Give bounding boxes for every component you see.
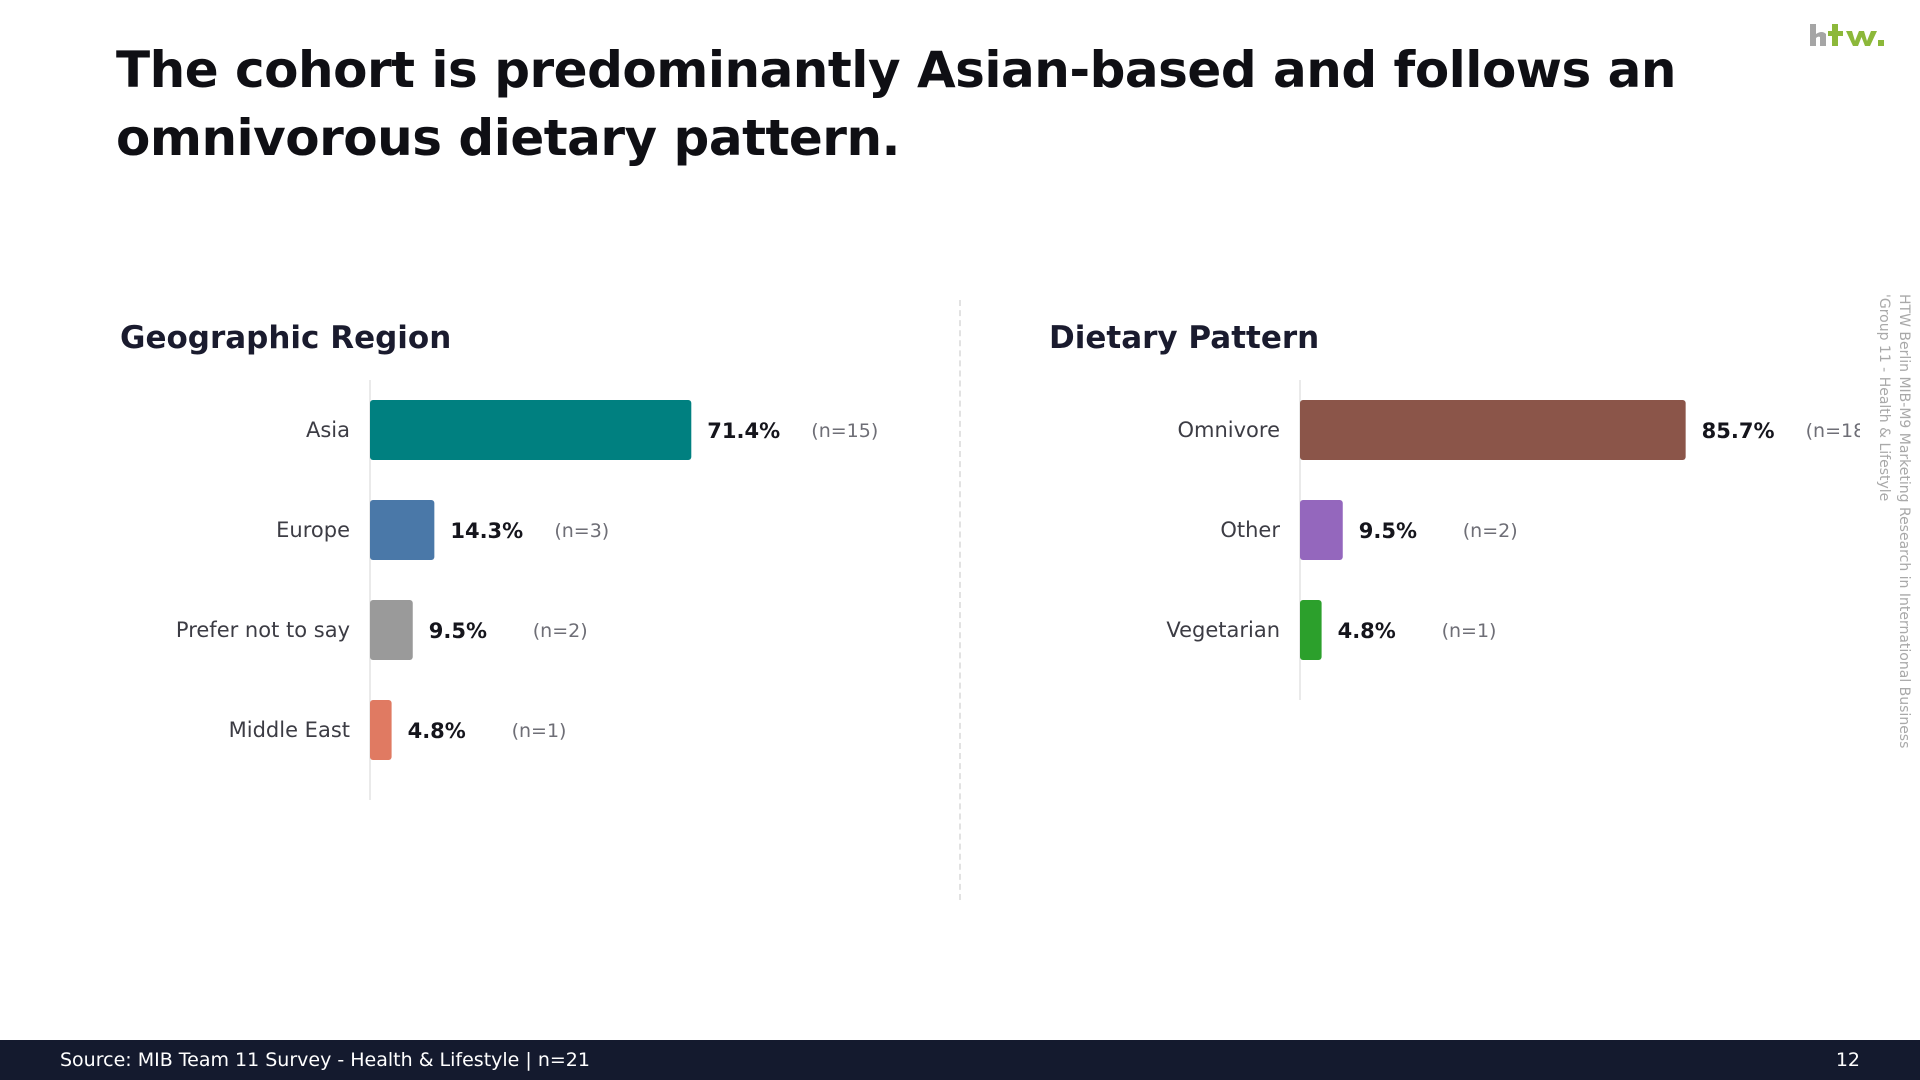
vertical-footnote: HTW Berlin MIB-M9 Marketing Research in …	[1874, 294, 1914, 814]
slide-title: The cohort is predominantly Asian-based …	[116, 41, 1677, 167]
chart-divider	[959, 300, 961, 900]
bar-prefer-not-to-say	[370, 600, 413, 660]
count-label-prefer-not-to-say: (n=2)	[533, 620, 588, 642]
footnote-line-group: 'Group 11 - Health & Lifestyle	[1876, 294, 1892, 502]
count-label-other: (n=2)	[1463, 520, 1518, 542]
geographic-region-chart: Asia 71.4% (n=15) Europe 14.3% (n=3) Prefer no…	[176, 380, 878, 800]
count-label-europe: (n=3)	[554, 520, 609, 542]
value-label-omnivore: 85.7%	[1702, 419, 1775, 443]
htw-logo-icon	[1810, 24, 1884, 46]
footer-bar: Source: MIB Team 11 Survey - Health & Li…	[0, 1040, 1920, 1080]
category-label-europe: Europe	[276, 518, 350, 542]
category-label-asia: Asia	[306, 418, 350, 442]
value-label-prefer-not-to-say: 9.5%	[429, 619, 487, 643]
value-label-other: 9.5%	[1359, 519, 1417, 543]
value-label-asia: 71.4%	[707, 419, 780, 443]
chart-title-dietary-pattern: Dietary Pattern	[1049, 320, 1320, 356]
bar-middle-east	[370, 700, 392, 760]
page-number: 12	[1835, 1049, 1860, 1071]
value-label-middle-east: 4.8%	[408, 719, 466, 743]
bar-other	[1300, 500, 1343, 560]
category-label-middle-east: Middle East	[229, 718, 350, 742]
count-label-asia: (n=15)	[811, 420, 878, 442]
category-label-vegetarian: Vegetarian	[1166, 618, 1280, 642]
category-label-omnivore: Omnivore	[1178, 418, 1281, 442]
value-label-vegetarian: 4.8%	[1338, 619, 1396, 643]
category-label-prefer-not-to-say: Prefer not to say	[176, 618, 350, 642]
category-label-other: Other	[1220, 518, 1280, 542]
footer-source: Source: MIB Team 11 Survey - Health & Li…	[60, 1049, 590, 1071]
count-label-vegetarian: (n=1)	[1442, 620, 1497, 642]
chart-title-geographic-region: Geographic Region	[120, 320, 452, 356]
dietary-pattern-chart: Omnivore 85.7% (n=18) Other 9.5% (n=2) Vegetar…	[1166, 380, 1860, 700]
bar-omnivore	[1300, 400, 1686, 460]
bar-europe	[370, 500, 435, 560]
value-label-europe: 14.3%	[450, 519, 523, 543]
bar-vegetarian	[1300, 600, 1322, 660]
count-label-omnivore: (n=18)	[1806, 420, 1860, 442]
bar-asia	[370, 400, 692, 460]
count-label-middle-east: (n=1)	[512, 720, 567, 742]
footnote-line-course: HTW Berlin MIB-M9 Marketing Research in …	[1896, 294, 1912, 749]
